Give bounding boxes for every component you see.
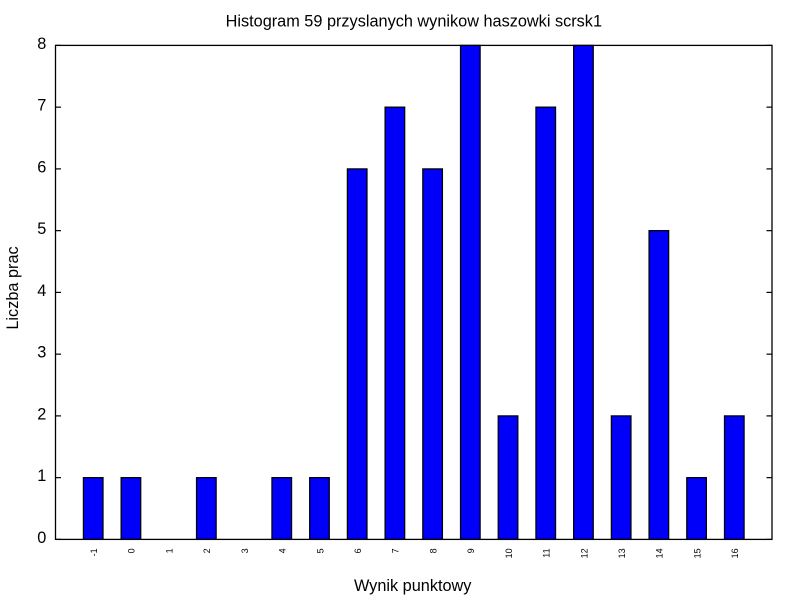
svg-text:2: 2 [37, 405, 46, 423]
svg-text:6: 6 [37, 158, 46, 176]
svg-text:14: 14 [655, 548, 665, 558]
svg-text:16: 16 [730, 548, 740, 558]
svg-text:-1: -1 [89, 548, 99, 556]
svg-text:5: 5 [315, 548, 325, 553]
svg-text:4: 4 [37, 282, 46, 300]
svg-text:1: 1 [37, 467, 46, 485]
svg-text:10: 10 [504, 548, 514, 558]
svg-text:6: 6 [353, 548, 363, 553]
svg-text:7: 7 [391, 548, 401, 553]
svg-text:12: 12 [579, 548, 589, 558]
svg-text:3: 3 [37, 344, 46, 362]
svg-text:Histogram 59 przyslanych wynik: Histogram 59 przyslanych wynikow haszowk… [226, 13, 602, 31]
svg-text:Wynik punktowy: Wynik punktowy [354, 577, 472, 595]
svg-text:3: 3 [240, 548, 250, 553]
svg-text:8: 8 [428, 548, 438, 553]
svg-text:15: 15 [692, 548, 702, 558]
svg-text:8: 8 [37, 35, 46, 53]
svg-text:0: 0 [37, 529, 46, 547]
svg-text:1: 1 [164, 548, 174, 553]
svg-text:Liczba prac: Liczba prac [4, 246, 22, 329]
svg-text:11: 11 [542, 548, 552, 557]
svg-text:2: 2 [202, 548, 212, 553]
svg-text:13: 13 [617, 548, 627, 558]
svg-text:9: 9 [466, 548, 476, 553]
svg-text:5: 5 [37, 220, 46, 238]
svg-text:0: 0 [127, 548, 137, 553]
svg-text:4: 4 [278, 548, 288, 553]
svg-text:7: 7 [37, 97, 46, 115]
